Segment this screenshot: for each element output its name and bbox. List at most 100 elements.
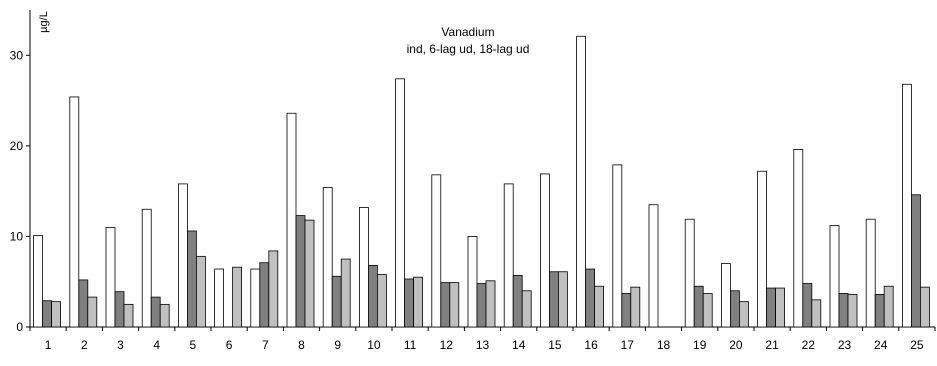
x-tick-label: 3 xyxy=(117,338,124,352)
y-tick-label: 20 xyxy=(10,139,24,153)
x-tick-label: 4 xyxy=(153,338,160,352)
x-tick-label: 16 xyxy=(584,338,598,352)
bar-1-11 xyxy=(395,78,406,328)
bar-2-9 xyxy=(331,275,342,328)
bar-3-25 xyxy=(920,286,930,328)
bar-3-22 xyxy=(811,299,822,328)
bar-3-2 xyxy=(87,296,98,328)
y-tick-label: 0 xyxy=(16,320,23,334)
x-tick-label: 24 xyxy=(874,338,888,352)
x-tick-label: 20 xyxy=(729,338,743,352)
bar-1-1 xyxy=(33,235,43,328)
bar-2-8 xyxy=(295,215,306,328)
x-tick-label: 10 xyxy=(367,338,381,352)
bar-2-19 xyxy=(693,285,704,328)
x-tick-label: 2 xyxy=(81,338,88,352)
x-tick-label: 21 xyxy=(765,338,779,352)
bar-3-16 xyxy=(594,285,604,328)
bar-3-4 xyxy=(159,303,170,328)
bar-2-15 xyxy=(549,271,559,328)
bar-1-7 xyxy=(250,268,261,328)
bar-3-17 xyxy=(630,286,641,328)
x-tick-label: 19 xyxy=(693,338,707,352)
bar-1-20 xyxy=(721,263,731,328)
bar-1-16 xyxy=(576,35,586,328)
y-axis-label: µg/L xyxy=(38,11,50,33)
bar-1-4 xyxy=(141,208,152,328)
bar-2-17 xyxy=(621,293,632,328)
x-tick-label: 15 xyxy=(548,338,562,352)
bar-1-24 xyxy=(865,218,876,328)
bar-3-14 xyxy=(521,290,532,328)
bar-2-10 xyxy=(367,265,378,328)
bar-3-8 xyxy=(304,219,315,328)
x-tick-label: 5 xyxy=(190,338,197,352)
bar-1-21 xyxy=(757,170,767,328)
bar-3-13 xyxy=(485,280,496,328)
x-tick-label: 1 xyxy=(45,338,52,352)
bar-2-24 xyxy=(874,293,885,328)
x-tick-label: 7 xyxy=(262,338,269,352)
bar-2-11 xyxy=(404,278,415,328)
bar-1-15 xyxy=(540,173,550,328)
bar-2-16 xyxy=(585,268,595,328)
bar-3-10 xyxy=(376,274,387,328)
x-tick-label: 14 xyxy=(512,338,526,352)
bar-1-25 xyxy=(902,83,912,328)
bar-1-6 xyxy=(214,268,225,328)
bar-2-7 xyxy=(259,262,270,328)
bar-1-9 xyxy=(322,187,333,328)
bar-2-2 xyxy=(78,279,89,328)
bar-3-3 xyxy=(123,303,134,328)
bar-1-5 xyxy=(177,183,188,328)
bar-2-25 xyxy=(911,194,921,328)
bars-layer xyxy=(33,35,930,328)
bar-1-10 xyxy=(358,207,369,328)
x-tick-label: 12 xyxy=(440,338,454,352)
x-tick-label: 13 xyxy=(476,338,490,352)
bar-2-12 xyxy=(440,282,451,328)
bar-1-2 xyxy=(69,96,80,328)
bar-3-20 xyxy=(739,301,749,328)
bar-3-7 xyxy=(268,250,279,328)
bar-2-4 xyxy=(150,296,161,328)
bar-3-5 xyxy=(195,255,206,328)
bar-3-19 xyxy=(702,293,713,328)
bar-2-5 xyxy=(186,230,197,328)
bar-2-21 xyxy=(766,287,776,328)
x-tick-label: 25 xyxy=(910,338,924,352)
bar-2-14 xyxy=(512,274,523,328)
bar-3-9 xyxy=(340,258,351,328)
chart-subtitle: ind, 6-lag ud, 18-lag ud xyxy=(407,42,530,56)
bar-2-13 xyxy=(476,283,487,328)
bar-1-12 xyxy=(431,174,442,328)
bar-3-12 xyxy=(449,282,460,328)
x-tick-label: 18 xyxy=(657,338,671,352)
bar-1-23 xyxy=(829,225,840,328)
x-tick-label: 8 xyxy=(298,338,305,352)
bar-1-22 xyxy=(793,149,804,328)
bar-1-17 xyxy=(612,164,623,328)
bar-2-23 xyxy=(838,293,849,328)
bar-2-3 xyxy=(114,291,125,328)
y-tick-label: 10 xyxy=(10,229,24,243)
bar-1-14 xyxy=(503,183,514,328)
bar-1-3 xyxy=(105,226,116,328)
bar-3-15 xyxy=(558,271,568,328)
bar-3-11 xyxy=(413,276,424,328)
x-tick-label: 17 xyxy=(621,338,635,352)
bar-1-8 xyxy=(286,112,297,328)
x-tick-label: 6 xyxy=(226,338,233,352)
bar-3-24 xyxy=(883,285,894,328)
x-tick-label: 23 xyxy=(838,338,852,352)
bar-3-23 xyxy=(847,293,858,328)
bar-1-19 xyxy=(684,218,695,328)
bar-3-1 xyxy=(51,301,61,328)
x-tick-label: 22 xyxy=(802,338,816,352)
bar-3-21 xyxy=(775,287,785,328)
bar-2-20 xyxy=(730,290,740,328)
bar-1-13 xyxy=(467,236,478,328)
